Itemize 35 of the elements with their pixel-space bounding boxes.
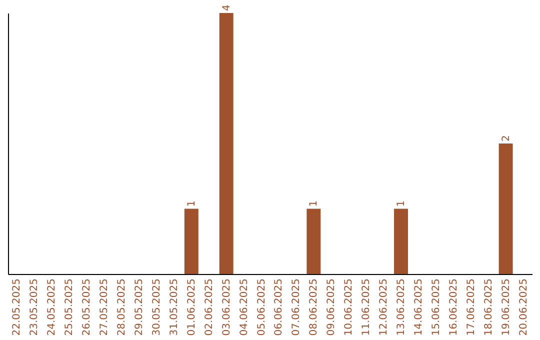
x-tick-label: 01.06.2025 xyxy=(186,278,198,336)
x-tick-label: 26.05.2025 xyxy=(82,278,93,336)
data-label: 2 xyxy=(500,135,512,142)
x-tick-label: 18.06.2025 xyxy=(483,278,494,336)
data-label: 1 xyxy=(308,200,320,207)
x-tick-label: 14.06.2025 xyxy=(413,278,424,336)
x-tick-label: 30.05.2025 xyxy=(151,278,162,336)
x-tick-label: 08.06.2025 xyxy=(308,278,320,336)
x-tick-label: 24.05.2025 xyxy=(46,278,58,336)
data-label: 4 xyxy=(221,4,232,11)
x-tick-label: 13.06.2025 xyxy=(396,278,407,336)
x-tick-label: 07.06.2025 xyxy=(291,278,302,336)
x-tick-label: 28.05.2025 xyxy=(116,278,128,336)
x-tick-label: 15.06.2025 xyxy=(430,278,442,336)
x-tick-label: 31.05.2025 xyxy=(168,278,180,336)
x-tick-label: 19.06.2025 xyxy=(500,278,512,336)
x-tick-label: 12.06.2025 xyxy=(378,278,390,336)
x-tick-label: 23.05.2025 xyxy=(29,278,40,336)
x-tick-label: 02.06.2025 xyxy=(204,278,215,336)
data-label: 1 xyxy=(186,200,198,207)
x-tick-label: 20.06.2025 xyxy=(518,278,530,336)
x-tick-label: 27.05.2025 xyxy=(99,278,110,336)
x-tick-label: 29.05.2025 xyxy=(134,278,145,336)
x-tick-label: 25.05.2025 xyxy=(64,278,76,336)
x-tick-label: 10.06.2025 xyxy=(344,278,355,336)
x-tick-label: 11.06.2025 xyxy=(361,278,372,336)
x-tick-label: 09.06.2025 xyxy=(326,278,338,336)
x-tick-label: 03.06.2025 xyxy=(221,278,232,336)
x-tick-label: 17.06.2025 xyxy=(466,278,477,336)
x-tick-label: 22.05.2025 xyxy=(12,278,23,336)
x-tick-label: 16.06.2025 xyxy=(448,278,460,336)
x-tick-label: 04.06.2025 xyxy=(238,278,250,336)
x-tick-label: 05.06.2025 xyxy=(256,278,268,336)
x-tick-label: 06.06.2025 xyxy=(274,278,285,336)
data-label: 1 xyxy=(396,200,407,207)
